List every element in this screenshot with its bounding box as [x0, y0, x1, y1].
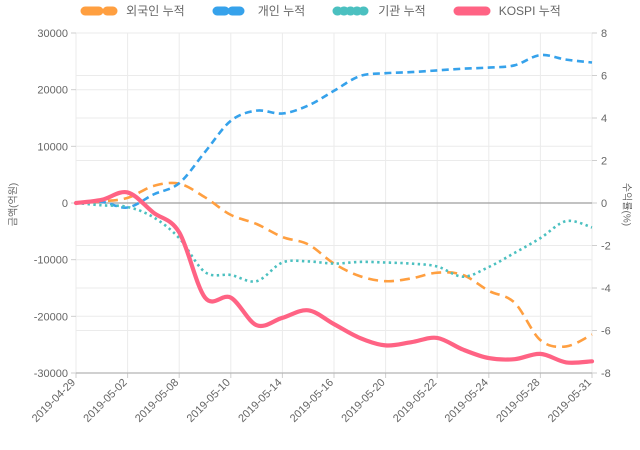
series-line-1: [75, 53, 593, 209]
x-tick-label: 2019-05-20: [339, 377, 387, 425]
left-tick-label: 20000: [37, 85, 68, 97]
x-tick-label: 2019-04-29: [30, 377, 78, 425]
left-tick-label: 0: [62, 198, 68, 210]
legend-item-label: 외국인 누적: [126, 4, 185, 18]
series-line-0: [75, 181, 593, 349]
legend-item-1[interactable]: 개인 누적: [211, 4, 306, 18]
left-tick-label: 10000: [37, 141, 68, 153]
legend-item-label: 기관 누적: [378, 4, 426, 18]
left-tick-label: 30000: [37, 28, 68, 40]
x-tick-label: 2019-05-16: [288, 377, 336, 425]
right-tick-label: -6: [601, 326, 611, 338]
left-tick-label: -20000: [34, 311, 68, 323]
x-tick-label: 2019-05-28: [494, 377, 542, 425]
chart-legend: 외국인 누적 개인 누적 기관 누적 KOSPI 누적: [0, 5, 640, 17]
x-tick-label: 2019-05-31: [546, 377, 594, 425]
x-tick-label: 2019-05-02: [81, 377, 129, 425]
axis-labels: 30000 20000 10000 0 -10000 -20000 -30000 8 6 4 2 0 -…: [30, 28, 611, 425]
legend-item-3[interactable]: KOSPI 누적: [452, 5, 561, 17]
legend-item-2[interactable]: 기관 누적: [331, 5, 426, 17]
left-tick-label: -10000: [34, 255, 68, 267]
legend-swatch-dot-icon: [332, 6, 370, 16]
gridlines: [71, 32, 597, 378]
right-tick-label: 2: [601, 156, 607, 168]
left-tick-label: -30000: [34, 368, 68, 380]
legend-item-label: KOSPI 누적: [498, 4, 561, 18]
legend-swatch-solid-icon: [453, 6, 491, 16]
right-tick-label: 0: [601, 198, 607, 210]
right-tick-label: -2: [601, 241, 611, 253]
right-tick-label: -4: [601, 283, 611, 295]
legend-swatch-dash-icon: [212, 6, 250, 16]
right-tick-label: 4: [601, 113, 607, 125]
x-tick-label: 2019-05-14: [236, 377, 284, 425]
x-tick-label: 2019-05-24: [443, 377, 491, 425]
legend-swatch-dash-long-icon: [80, 6, 118, 16]
legend-item-0[interactable]: 외국인 누적: [79, 5, 185, 17]
right-tick-label: -8: [601, 368, 611, 380]
right-tick-label: 6: [601, 71, 607, 83]
x-tick-label: 2019-05-08: [133, 377, 181, 425]
series-line-3: [73, 189, 595, 365]
x-tick-label: 2019-05-22: [391, 377, 439, 425]
series-line-2: [75, 201, 593, 283]
legend-item-label: 개인 누적: [257, 4, 306, 18]
right-tick-label: 8: [601, 28, 607, 40]
x-tick-label: 2019-05-10: [185, 377, 233, 425]
